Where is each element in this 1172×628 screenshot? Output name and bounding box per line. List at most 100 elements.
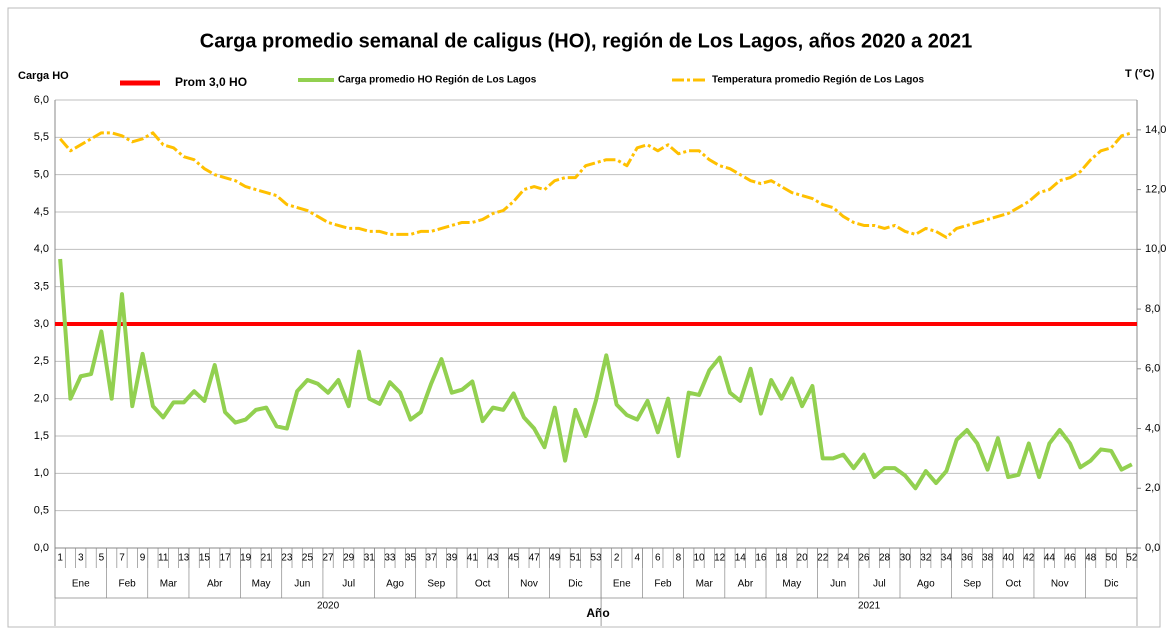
series-line (58, 258, 1133, 491)
y-tick-label: 3,5 (34, 281, 49, 293)
x-tick-label: 53 (590, 553, 602, 564)
y-tick-label: 1,5 (34, 430, 49, 442)
x-supergroup-label: 2021 (858, 601, 881, 612)
x-group-label: May (782, 579, 801, 590)
legend-label: Prom 3,0 HO (175, 75, 247, 89)
y-tick-label: 0,0 (34, 542, 49, 554)
y2-tick-label: 2,0 (1145, 482, 1160, 494)
x-group-label: Jul (873, 579, 886, 590)
y-tick-label: 4,0 (34, 243, 49, 255)
y-tick-label: 1,0 (34, 467, 49, 479)
y2-axis-label: T (°C) (1125, 68, 1155, 80)
x-tick-label: 30 (900, 553, 912, 564)
x-group-label: Jun (294, 579, 310, 590)
y-tick-label: 3,0 (34, 318, 49, 330)
y-tick-label: 4,5 (34, 206, 49, 218)
x-tick-label: 52 (1126, 553, 1138, 564)
x-group-label: Mar (160, 579, 178, 590)
x-tick-label: 16 (755, 553, 767, 564)
x-tick-label: 3 (78, 553, 84, 564)
x-group-label: Feb (654, 579, 672, 590)
x-group-label: Nov (520, 579, 538, 590)
x-tick-label: 42 (1023, 553, 1035, 564)
x-group-label: Oct (1006, 579, 1022, 590)
y-axis-label: Carga HO (18, 70, 69, 82)
x-tick-label: 41 (467, 553, 479, 564)
x-group-label: Dic (568, 579, 582, 590)
x-supergroup-label: 2020 (317, 601, 340, 612)
y2-tick-label: 0,0 (1145, 542, 1160, 554)
x-group-label: May (252, 579, 271, 590)
x-group-label: Jun (830, 579, 846, 590)
y2-tick-label: 12,0 (1145, 184, 1166, 196)
legend-label: Carga promedio HO Región de Los Lagos (338, 75, 537, 86)
x-group-label: Nov (1051, 579, 1069, 590)
x-tick-label: 17 (219, 553, 231, 564)
x-tick-label: 7 (119, 553, 125, 564)
y-tick-label: 2,5 (34, 355, 49, 367)
x-axis-label: Año (586, 606, 609, 620)
x-tick-label: 43 (487, 553, 499, 564)
x-tick-label: 33 (384, 553, 396, 564)
x-group-label: Oct (475, 579, 491, 590)
x-group-label: Ene (613, 579, 631, 590)
x-tick-label: 9 (140, 553, 146, 564)
x-group-label: Sep (427, 579, 445, 590)
x-tick-label: 40 (1003, 553, 1015, 564)
legend-label: Temperatura promedio Región de Los Lagos (712, 75, 925, 86)
x-tick-label: 18 (776, 553, 788, 564)
x-group-label: Mar (696, 579, 714, 590)
x-tick-label: 13 (178, 553, 190, 564)
x-tick-label: 1 (57, 553, 63, 564)
x-tick-label: 29 (343, 553, 355, 564)
x-tick-label: 8 (676, 553, 682, 564)
x-tick-label: 37 (426, 553, 438, 564)
x-tick-label: 21 (261, 553, 273, 564)
x-tick-label: 44 (1044, 553, 1056, 564)
y-tick-label: 2,0 (34, 393, 49, 405)
chart-title: Carga promedio semanal de caligus (HO), … (200, 30, 972, 52)
x-tick-label: 11 (158, 553, 169, 564)
x-group-label: Feb (119, 579, 137, 590)
x-group-label: Ene (72, 579, 90, 590)
x-group-label: Jul (342, 579, 355, 590)
x-group-label: Dic (1104, 579, 1118, 590)
x-tick-label: 14 (735, 553, 747, 564)
x-tick-label: 39 (446, 553, 458, 564)
x-tick-label: 5 (99, 553, 105, 564)
x-tick-label: 19 (240, 553, 252, 564)
x-tick-label: 28 (879, 553, 891, 564)
x-tick-label: 20 (797, 553, 809, 564)
y2-tick-label: 6,0 (1145, 363, 1160, 375)
x-tick-label: 6 (655, 553, 661, 564)
x-tick-label: 10 (693, 553, 705, 564)
x-group-label: Ago (386, 579, 404, 590)
x-tick-label: 51 (570, 553, 582, 564)
x-tick-label: 36 (961, 553, 973, 564)
x-tick-label: 35 (405, 553, 417, 564)
x-tick-label: 25 (302, 553, 314, 564)
x-group-label: Sep (963, 579, 981, 590)
x-tick-label: 38 (982, 553, 994, 564)
x-tick-label: 22 (817, 553, 829, 564)
y-tick-label: 5,5 (34, 131, 49, 143)
x-tick-label: 45 (508, 553, 520, 564)
y-tick-label: 6,0 (34, 94, 49, 106)
x-tick-label: 4 (634, 553, 640, 564)
x-group-label: Ago (917, 579, 935, 590)
x-tick-label: 49 (549, 553, 561, 564)
x-tick-label: 24 (838, 553, 850, 564)
x-tick-label: 15 (199, 553, 211, 564)
y-tick-label: 0,5 (34, 505, 49, 517)
y-tick-label: 5,0 (34, 169, 49, 181)
x-group-label: Abr (738, 579, 754, 590)
x-tick-label: 12 (714, 553, 726, 564)
x-tick-label: 27 (323, 553, 335, 564)
y2-tick-label: 8,0 (1145, 303, 1160, 315)
x-tick-label: 2 (614, 553, 620, 564)
x-tick-label: 31 (364, 553, 376, 564)
chart-frame (7, 7, 1161, 628)
x-tick-label: 48 (1085, 553, 1097, 564)
x-tick-label: 50 (1106, 553, 1118, 564)
